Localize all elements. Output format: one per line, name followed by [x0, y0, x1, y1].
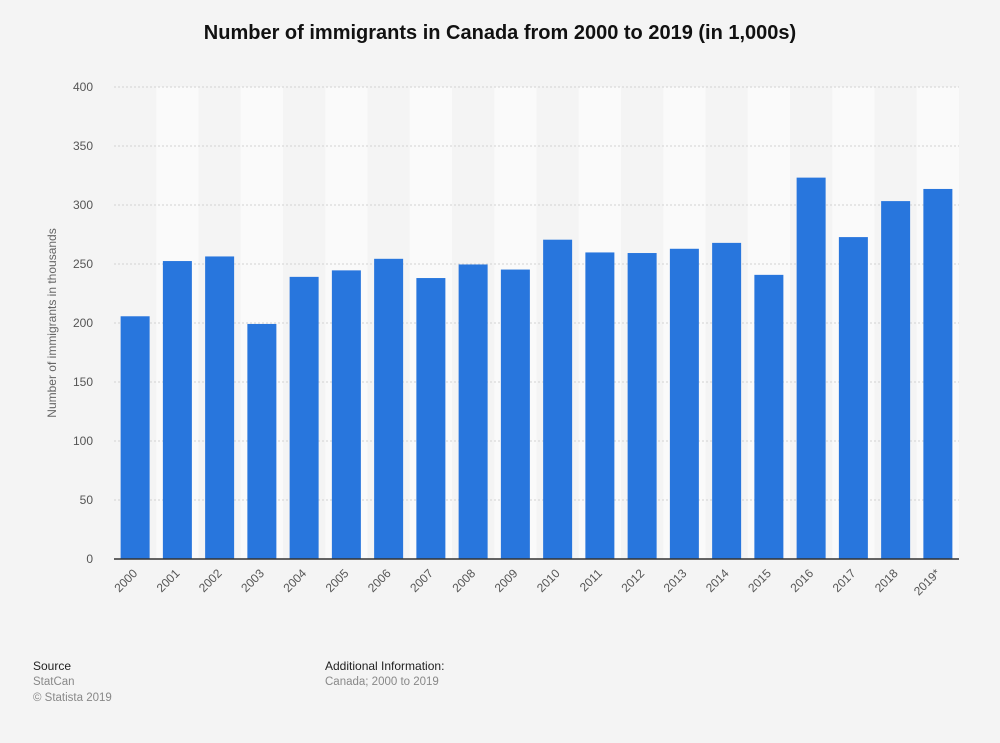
y-tick-label: 400 — [73, 80, 93, 94]
y-tick-label: 0 — [86, 552, 93, 566]
bar — [585, 252, 615, 559]
y-tick-label: 250 — [73, 257, 93, 271]
additional-info-text: Canada; 2000 to 2019 — [325, 676, 439, 688]
x-tick-label: 2011 — [577, 566, 605, 594]
bar — [120, 316, 150, 559]
chart-title: Number of immigrants in Canada from 2000… — [203, 22, 797, 44]
y-tick-label: 50 — [80, 493, 94, 507]
x-tick-label: 2019* — [911, 566, 943, 598]
x-tick-label: 2000 — [111, 566, 140, 595]
bar — [796, 177, 826, 559]
x-tick-label: 2003 — [238, 566, 267, 595]
x-tick-label: 2002 — [196, 566, 225, 595]
bar — [374, 258, 404, 559]
bar — [712, 242, 742, 560]
bar — [247, 323, 277, 559]
x-tick-label: 2010 — [534, 566, 563, 595]
source-block: Source StatCan © Statista 2019 — [33, 658, 112, 706]
bar — [289, 276, 319, 559]
x-tick-label: 2015 — [745, 566, 774, 595]
x-tick-label: 2001 — [154, 566, 183, 595]
y-tick-label: 200 — [73, 316, 93, 330]
bar — [881, 201, 911, 559]
x-tick-label: 2013 — [661, 566, 690, 595]
bar — [627, 253, 657, 559]
copyright-text[interactable]: © Statista 2019 — [33, 692, 112, 704]
x-tick-label: 2007 — [407, 566, 436, 595]
bar — [416, 278, 446, 559]
bar-chart: 0 50 100 150 200 250 300 350 400 2000 2001 2002 2003… — [45, 80, 959, 598]
x-tick-label: 2018 — [872, 566, 901, 595]
bar — [669, 248, 699, 559]
x-tick-label: 2008 — [449, 566, 478, 595]
y-tick-label: 300 — [73, 198, 93, 212]
x-tick-label: 2014 — [703, 566, 732, 595]
bar — [205, 256, 235, 559]
y-tick-label: 350 — [73, 139, 93, 153]
x-tick-label: 2012 — [618, 566, 647, 595]
x-tick-label: 2004 — [280, 566, 309, 595]
bar — [754, 274, 784, 559]
bar — [331, 270, 361, 559]
bar — [500, 269, 530, 559]
y-tick-label: 100 — [73, 434, 93, 448]
additional-info-heading: Additional Information: — [325, 659, 445, 673]
bar — [838, 237, 868, 559]
source-heading: Source — [33, 659, 72, 673]
x-tick-label: 2005 — [323, 566, 352, 595]
additional-info-block: Additional Information: Canada; 2000 to … — [325, 658, 444, 690]
bar — [458, 264, 488, 559]
y-axis-title: Number of immigrants in thousands — [45, 228, 59, 417]
x-tick-label: 2009 — [492, 566, 521, 595]
x-tick-label: 2006 — [365, 566, 394, 595]
x-tick-label: 2016 — [787, 566, 816, 595]
source-name[interactable]: StatCan — [33, 676, 75, 688]
x-tick-label: 2017 — [830, 566, 859, 595]
bar — [543, 239, 573, 559]
y-tick-label: 150 — [73, 375, 93, 389]
bar — [162, 261, 192, 559]
bar — [923, 188, 953, 559]
